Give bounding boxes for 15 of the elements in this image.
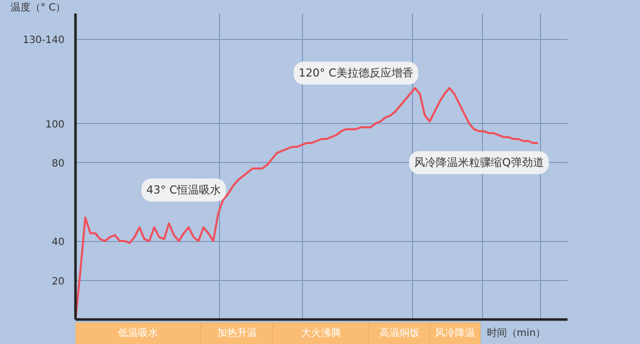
annotation: 43° C恒温吸水 <box>146 184 222 197</box>
annotation: 120° C美拉德反应增香 <box>298 66 414 80</box>
y-tick-label: 100 <box>45 119 65 130</box>
y-axis-title: 温度（° C） <box>10 2 66 14</box>
text: 高温焖饭 <box>379 327 420 339</box>
annotation: 风冷降温米粒骤缩Q弹劲道 <box>414 156 544 170</box>
text: 大火沸腾 <box>300 327 341 339</box>
y-tick-label: 130-140 <box>22 35 65 46</box>
y-tick-label: 20 <box>52 276 65 288</box>
text: 加热升温 <box>216 327 257 339</box>
x-axis-title: 时间（min） <box>486 327 546 339</box>
y-tick-label: 80 <box>52 158 65 170</box>
y-tick-label: 40 <box>52 237 65 248</box>
text: 风冷降温 <box>435 327 476 339</box>
text: 低温吸水 <box>118 327 158 339</box>
